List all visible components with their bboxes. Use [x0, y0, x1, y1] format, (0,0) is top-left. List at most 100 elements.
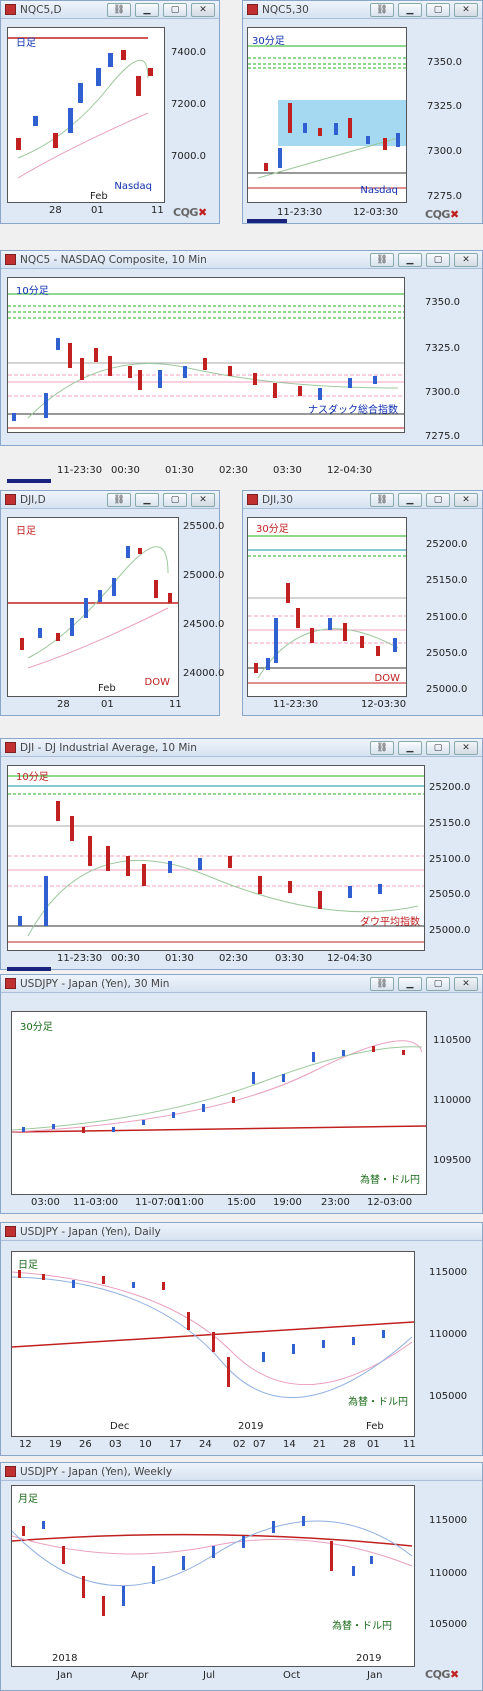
chart-canvas [12, 1516, 413, 1616]
cqg-window-icon [5, 978, 16, 989]
close-icon[interactable]: ✕ [454, 976, 478, 991]
y-tick: 25200.0 [429, 782, 471, 793]
chart-canvas [248, 45, 406, 189]
month-label: Dec [110, 1421, 130, 1432]
y-tick: 25150.0 [429, 818, 471, 829]
price-chart[interactable]: 10分足 ダウ平均指数 [7, 765, 425, 951]
x-tick: 21 [313, 1439, 326, 1450]
minimize-icon[interactable]: ▁ [398, 492, 422, 507]
x-tick: 07 [253, 1439, 266, 1450]
minimize-icon[interactable]: ▁ [398, 976, 422, 991]
window-nqc5-daily: NQC5,D ⛓ ▁ ▢ ✕ 日足 Nasdaq Feb [0, 0, 220, 224]
x-tick: 24 [199, 1439, 212, 1450]
price-chart[interactable]: 10分足 ナスダック総合指数 [7, 277, 405, 433]
price-chart[interactable]: 30分足 Nasdaq [247, 27, 407, 203]
maximize-icon[interactable]: ▢ [163, 492, 187, 507]
close-icon[interactable]: ✕ [454, 492, 478, 507]
window-title: NQC5 - NASDAQ Composite, 10 Min [20, 253, 207, 266]
x-tick: Jan [367, 1670, 383, 1681]
price-chart[interactable]: 30分足 DOW [247, 517, 407, 697]
x-tick: 23:00 [321, 1197, 350, 1208]
window-usdjpy-weekly: USDJPY - Japan (Yen), Weekly [0, 1462, 483, 1691]
x-tick: Apr [131, 1670, 149, 1681]
titlebar[interactable]: USDJPY - Japan (Yen), Daily [1, 1223, 482, 1241]
x-tick: 03:00 [31, 1197, 60, 1208]
link-icon[interactable]: ⛓ [370, 2, 394, 17]
link-icon[interactable]: ⛓ [107, 492, 131, 507]
maximize-icon[interactable]: ▢ [426, 740, 450, 755]
price-chart[interactable]: 日足 Nasdaq Feb [7, 27, 165, 203]
x-tick: 02:30 [219, 953, 248, 964]
symbol-label: 為替・ドル円 [360, 1175, 420, 1186]
link-icon[interactable]: ⛓ [370, 252, 394, 267]
maximize-icon[interactable]: ▢ [163, 2, 187, 17]
y-tick: 110000 [429, 1329, 468, 1340]
symbol-label: Nasdaq [360, 185, 398, 196]
x-tick: 11-23:30 [273, 699, 319, 710]
titlebar[interactable]: DJI,D ⛓ ▁ ▢ ✕ [1, 491, 219, 509]
y-tick: 110500 [433, 1035, 472, 1046]
timeframe-label: 10分足 [16, 286, 49, 297]
minimize-icon[interactable]: ▁ [135, 492, 159, 507]
close-icon[interactable]: ✕ [454, 2, 478, 17]
titlebar[interactable]: DJI,30 ⛓ ▁ ▢ ✕ [243, 491, 482, 509]
price-chart[interactable]: 月足 為替・ドル円 2018 2019 [11, 1485, 415, 1667]
price-chart[interactable]: 日足 DOW Feb [7, 517, 179, 697]
link-icon[interactable]: ⛓ [370, 740, 394, 755]
maximize-icon[interactable]: ▢ [426, 2, 450, 17]
x-tick: Jul [203, 1670, 216, 1681]
timeframe-label: 30分足 [256, 524, 289, 535]
maximize-icon[interactable]: ▢ [426, 252, 450, 267]
x-tick: 12-03:30 [353, 207, 399, 218]
titlebar[interactable]: NQC5,30 ⛓ ▁ ▢ ✕ [243, 1, 482, 19]
timeframe-label: 日足 [18, 1260, 38, 1271]
y-tick: 115000 [429, 1515, 468, 1526]
candles [264, 103, 400, 171]
symbol-label: DOW [144, 677, 170, 688]
titlebar[interactable]: USDJPY - Japan (Yen), Weekly [1, 1463, 482, 1481]
link-icon[interactable]: ⛓ [107, 2, 131, 17]
y-tick: 7300.0 [427, 146, 462, 157]
price-chart[interactable]: 日足 為替・ドル円 Dec 2019 Feb [11, 1251, 415, 1437]
y-tick: 105000 [429, 1619, 468, 1630]
month-label: Feb [366, 1421, 384, 1432]
x-tick: 12-04:30 [327, 953, 373, 964]
y-tick: 109500 [433, 1155, 472, 1166]
x-tick: 03:30 [273, 465, 302, 476]
close-icon[interactable]: ✕ [191, 2, 215, 17]
titlebar[interactable]: DJI - DJ Industrial Average, 10 Min ⛓ ▁ … [1, 739, 482, 757]
maximize-icon[interactable]: ▢ [426, 492, 450, 507]
cqg-window-icon [5, 254, 16, 265]
y-tick: 25100.0 [426, 612, 468, 623]
x-tick: 11-03:00 [73, 1197, 119, 1208]
minimize-icon[interactable]: ▁ [398, 2, 422, 17]
x-tick: 11-23:30 [57, 953, 103, 964]
close-icon[interactable]: ✕ [191, 492, 215, 507]
titlebar[interactable]: NQC5,D ⛓ ▁ ▢ ✕ [1, 1, 219, 19]
x-tick: 28 [49, 205, 62, 216]
x-tick: 11:00 [175, 1197, 204, 1208]
y-tick: 110000 [429, 1568, 468, 1579]
titlebar[interactable]: USDJPY - Japan (Yen), 30 Min ⛓ ▁ ▢ ✕ [1, 975, 482, 993]
cqg-window-icon [5, 742, 16, 753]
titlebar[interactable]: NQC5 - NASDAQ Composite, 10 Min ⛓ ▁ ▢ ✕ [1, 251, 482, 269]
x-tick: 01:30 [165, 953, 194, 964]
window-nasdaq-10min: NQC5 - NASDAQ Composite, 10 Min ⛓ ▁ ▢ ✕ [0, 250, 483, 483]
link-icon[interactable]: ⛓ [370, 976, 394, 991]
x-tick: 01 [91, 205, 104, 216]
minimize-icon[interactable]: ▁ [398, 252, 422, 267]
minimize-icon[interactable]: ▁ [135, 2, 159, 17]
scroll-indicator[interactable] [7, 479, 51, 483]
chart-canvas [12, 1270, 414, 1399]
scroll-indicator[interactable] [247, 219, 287, 223]
link-icon[interactable]: ⛓ [370, 492, 394, 507]
scroll-indicator[interactable] [7, 967, 51, 971]
maximize-icon[interactable]: ▢ [426, 976, 450, 991]
window-dji-30min: DJI,30 ⛓ ▁ ▢ ✕ [242, 490, 483, 716]
minimize-icon[interactable]: ▁ [398, 740, 422, 755]
candles [254, 583, 397, 673]
close-icon[interactable]: ✕ [454, 740, 478, 755]
price-chart[interactable]: 30分足 為替・ドル円 [11, 1011, 427, 1195]
timeframe-label: 日足 [16, 38, 36, 49]
close-icon[interactable]: ✕ [454, 252, 478, 267]
